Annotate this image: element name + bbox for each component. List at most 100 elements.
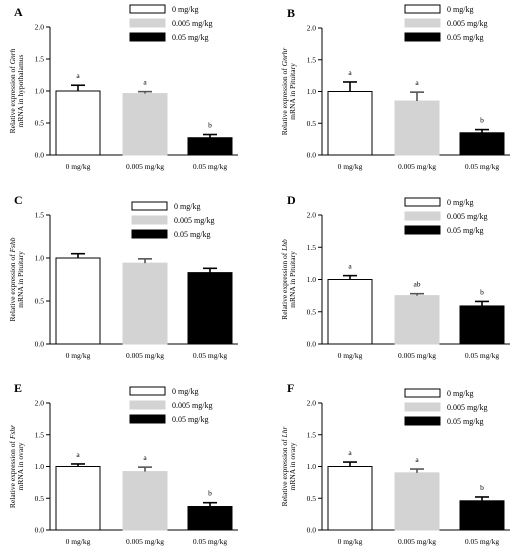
y-tick-label: 1.5 xyxy=(35,430,45,439)
significance-label: a xyxy=(76,450,80,459)
y-axis-label-prefix: Relative expression of xyxy=(280,66,289,135)
significance-label: b xyxy=(208,489,212,498)
x-tick-label: 0 mg/kg xyxy=(66,351,91,360)
significance-label: a xyxy=(415,78,419,87)
legend-swatch xyxy=(129,414,166,424)
significance-label: a xyxy=(348,448,352,457)
panel-letter: D xyxy=(287,193,296,207)
x-tick-label: 0.05 mg/kg xyxy=(465,537,499,546)
y-tick-label: 1.0 xyxy=(307,275,317,284)
panel-letter: E xyxy=(14,381,22,395)
y-tick-label: 1.0 xyxy=(35,462,45,471)
y-tick-label: 0.0 xyxy=(35,526,45,535)
panel-c: C 0.0 0.5 1.0 1.5 Relative expression of Fshb… xyxy=(8,193,238,360)
legend-entry: 0.05 mg/kg xyxy=(172,33,208,42)
legend-entry: 0.005 mg/kg xyxy=(174,216,214,225)
legend-entry: 0.005 mg/kg xyxy=(447,212,487,221)
y-tick-label: 0.5 xyxy=(307,119,317,128)
legend-swatch xyxy=(129,32,166,42)
y-tick-label: 0.0 xyxy=(35,340,45,349)
bar xyxy=(327,279,373,345)
y-axis-label-line2: mRNA in Pituitary xyxy=(288,251,297,308)
y-tick-label: 1.5 xyxy=(307,243,317,252)
y-axis-label-line2: mRNA in ovary xyxy=(288,442,297,490)
legend-swatch xyxy=(404,32,441,42)
y-tick-label: 1.0 xyxy=(307,462,317,471)
y-axis-label-gene: Gnrhr xyxy=(280,48,289,67)
significance-label: b xyxy=(480,287,484,296)
significance-label: a xyxy=(348,68,352,77)
panel-letter: F xyxy=(287,381,294,395)
y-tick-label: 2.0 xyxy=(307,399,317,408)
legend-entry: 0 mg/kg xyxy=(447,198,473,207)
significance-label: b xyxy=(208,121,212,130)
y-axis-label-gene: Lhb xyxy=(280,239,289,252)
panel-a: A 0.0 0.5 1.0 1.5 2.0 Relative expression of G… xyxy=(8,4,238,171)
x-tick-label: 0.05 mg/kg xyxy=(465,351,499,360)
y-tick-label: 2.0 xyxy=(35,23,45,32)
bar xyxy=(394,295,440,345)
legend-entry: 0.05 mg/kg xyxy=(447,417,483,426)
significance-label: a xyxy=(415,455,419,464)
y-axis-label-prefix: Relative expression of xyxy=(280,437,289,506)
y-tick-label: 1.5 xyxy=(307,430,317,439)
bar xyxy=(394,100,440,156)
y-axis-label-line2: mRNA in hypothalamus xyxy=(16,54,25,127)
legend-swatch xyxy=(404,18,441,28)
x-tick-label: 0 mg/kg xyxy=(66,162,91,171)
bar xyxy=(327,91,373,156)
bar xyxy=(187,272,233,345)
y-axis-label: Relative expression of Lhb xyxy=(280,239,289,320)
legend-swatch xyxy=(404,225,441,235)
x-tick-label: 0.005 mg/kg xyxy=(398,351,436,360)
y-tick-label: 0.0 xyxy=(35,151,45,160)
bar xyxy=(394,472,440,531)
x-tick-label: 0.005 mg/kg xyxy=(126,162,164,171)
legend-swatch xyxy=(131,229,168,239)
legend-entry: 0.005 mg/kg xyxy=(172,19,212,28)
y-tick-label: 1.5 xyxy=(35,55,45,64)
y-tick-label: 1.0 xyxy=(307,87,317,96)
legend-entry: 0 mg/kg xyxy=(172,387,198,396)
bar xyxy=(122,471,168,531)
y-tick-label: 1.0 xyxy=(35,87,45,96)
legend-swatch xyxy=(404,4,441,14)
legend-swatch xyxy=(129,400,166,410)
bar xyxy=(55,90,101,156)
bar xyxy=(55,257,101,345)
x-tick-label: 0.005 mg/kg xyxy=(398,537,436,546)
legend-swatch xyxy=(129,18,166,28)
y-axis-label-prefix: Relative expression of xyxy=(8,64,17,133)
significance-label: a xyxy=(143,453,147,462)
y-axis-label-gene: Fshr xyxy=(8,425,17,440)
significance-label: a xyxy=(76,71,80,80)
legend-entry: 0 mg/kg xyxy=(447,5,473,14)
significance-label: b xyxy=(480,483,484,492)
y-tick-label: 0.0 xyxy=(307,340,317,349)
y-axis-label: Relative expression of Gnrh xyxy=(8,48,17,133)
x-tick-label: 0.005 mg/kg xyxy=(398,162,436,171)
x-tick-label: 0.005 mg/kg xyxy=(126,537,164,546)
y-tick-label: 0.5 xyxy=(35,297,45,306)
x-tick-label: 0.005 mg/kg xyxy=(126,351,164,360)
bar xyxy=(187,506,233,531)
y-axis-label-gene: Gnrh xyxy=(8,48,17,64)
legend-entry: 0.05 mg/kg xyxy=(447,226,483,235)
x-tick-label: 0.05 mg/kg xyxy=(193,537,227,546)
legend-entry: 0 mg/kg xyxy=(172,5,198,14)
y-axis-label: Relative expression of Lhr xyxy=(280,427,289,507)
x-tick-label: 0.05 mg/kg xyxy=(193,162,227,171)
y-tick-label: 1.5 xyxy=(35,211,45,220)
bar xyxy=(187,137,233,156)
legend-swatch xyxy=(404,416,441,426)
y-axis-label-gene: Fshb xyxy=(8,237,17,253)
panel-f: F 0.0 0.5 1.0 1.5 2.0 Relative expression of L… xyxy=(280,381,510,546)
panel-letter: C xyxy=(14,193,23,207)
y-tick-label: 0.5 xyxy=(307,307,317,316)
legend-entry: 0.05 mg/kg xyxy=(174,230,210,239)
legend-swatch xyxy=(129,4,166,14)
significance-label: b xyxy=(480,116,484,125)
legend-entry: 0.05 mg/kg xyxy=(447,33,483,42)
y-axis-label: Relative expression of Fshb xyxy=(8,237,17,321)
